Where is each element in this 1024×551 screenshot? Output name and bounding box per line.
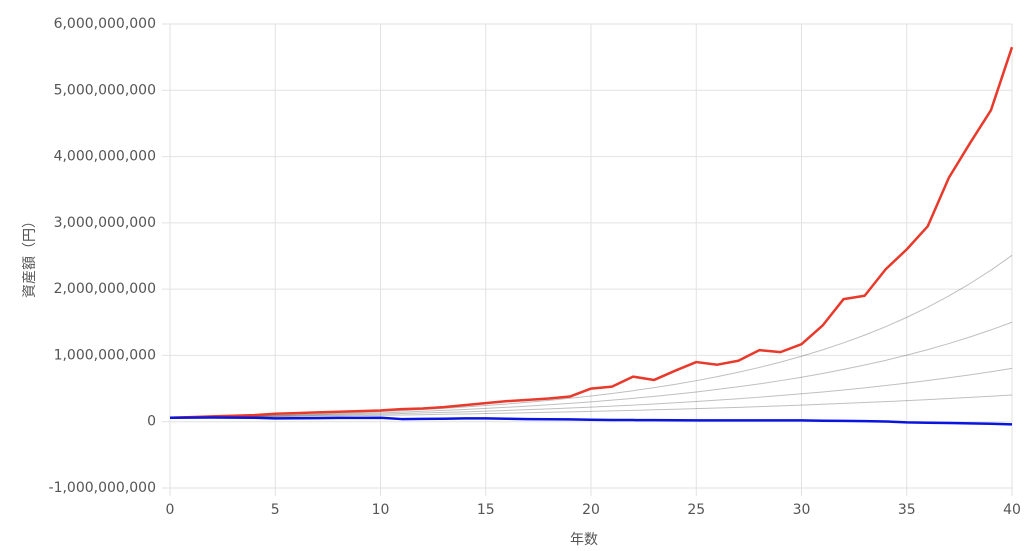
x-tick-label: 15 xyxy=(477,502,495,518)
y-tick-label: 3,000,000,000 xyxy=(54,215,156,231)
y-axis-title: 資産額（円） xyxy=(22,214,38,298)
series-line xyxy=(169,46,1014,419)
y-tick-label: -1,000,000,000 xyxy=(49,480,156,496)
x-tick-label: 35 xyxy=(898,502,916,518)
y-tick-label: 6,000,000,000 xyxy=(54,16,156,32)
y-tick-label: 5,000,000,000 xyxy=(54,82,156,98)
x-tick-label: 40 xyxy=(1003,502,1021,518)
series-line xyxy=(169,394,1013,419)
x-tick-label: 25 xyxy=(687,502,705,518)
x-tick-label: 10 xyxy=(372,502,390,518)
x-tick-label: 0 xyxy=(166,502,175,518)
series-line xyxy=(169,254,1013,419)
y-tick-label: 1,000,000,000 xyxy=(54,347,156,363)
series-line xyxy=(169,367,1013,419)
x-tick-label: 5 xyxy=(271,502,280,518)
y-tick-label: 4,000,000,000 xyxy=(54,149,156,165)
y-tick-label: 0 xyxy=(147,414,156,430)
y-tick-label: 2,000,000,000 xyxy=(54,281,156,297)
series-line xyxy=(169,416,1013,426)
series-line xyxy=(169,321,1013,419)
x-tick-label: 30 xyxy=(793,502,811,518)
x-axis-title: 年数 xyxy=(570,532,598,548)
x-tick-label: 20 xyxy=(582,502,600,518)
